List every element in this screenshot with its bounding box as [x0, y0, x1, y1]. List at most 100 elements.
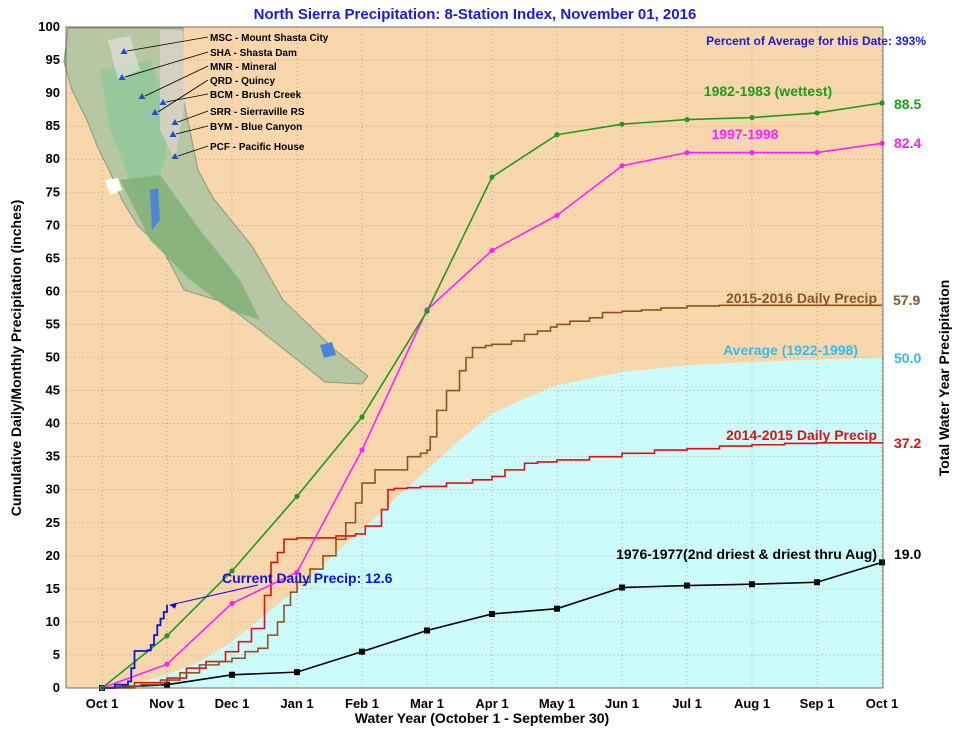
- station-markers: MSC - Mount Shasta City SHA - Shasta Dam M…: [118, 33, 329, 159]
- current-pointer-line: [170, 584, 259, 606]
- y-tick-label: 20: [46, 548, 60, 563]
- driest-point: [229, 671, 235, 678]
- station-leader-line: [177, 145, 209, 157]
- wettest-point: [879, 100, 885, 106]
- current-series-label: Current Daily Precip: 12.6: [222, 570, 393, 586]
- wettest-point: [749, 114, 755, 121]
- y2015_16-series-line: [102, 304, 882, 689]
- x-tick-label: May 1: [539, 696, 575, 711]
- y1997-point: [684, 149, 690, 156]
- station-leader-line: [177, 110, 209, 123]
- driest-series-label: 1976-1977(2nd driest & driest thru Aug): [616, 546, 877, 562]
- wettest-point: [489, 174, 495, 180]
- station-marker-sha: [118, 74, 126, 80]
- driest-point: [489, 610, 495, 617]
- y1997-point: [489, 247, 495, 254]
- y-tick-label: 25: [46, 515, 60, 530]
- station-marker-srr: [171, 119, 179, 125]
- labels-layer: 1982-1983 (wettest) 88.5 1997-1998 82.4 2015…: [169, 83, 921, 609]
- y2-axis-label: Total Water Year Precipitation: [936, 280, 952, 477]
- x-tick-label: Oct 1: [86, 696, 119, 711]
- driest-point: [164, 681, 170, 688]
- y1997-point: [359, 447, 365, 453]
- station-leader-line: [157, 79, 209, 113]
- x-tick-label: Jul 1: [672, 696, 702, 711]
- wettest-point: [229, 568, 235, 574]
- station-marker-qrd: [151, 109, 159, 115]
- wettest-point: [424, 308, 430, 314]
- x-tick-label: Nov 1: [149, 696, 184, 711]
- x-tick-label: Aug 1: [734, 696, 770, 711]
- station-leader-line: [165, 93, 209, 103]
- y1997-point: [554, 212, 560, 218]
- y-tick-label: 90: [46, 85, 60, 100]
- x-tick-label: Sep 1: [800, 696, 835, 711]
- station-marker-bcm: [159, 99, 167, 105]
- station-marker-pcf: [171, 153, 179, 159]
- y-tick-label: 85: [46, 118, 60, 133]
- current-pointer-arrowhead: [169, 602, 177, 609]
- driest-point: [879, 559, 885, 566]
- driest-point: [749, 581, 755, 588]
- driest-point: [424, 627, 430, 634]
- wettest-point: [359, 414, 365, 420]
- driest-point: [619, 584, 625, 591]
- y-tick-label: 10: [46, 614, 60, 629]
- y1997-series-label: 1997-1998: [712, 126, 779, 142]
- station-leader-line: [126, 36, 209, 52]
- driest-point: [554, 605, 560, 612]
- station-leader-line: [124, 51, 209, 78]
- y-tick-label: 60: [46, 283, 60, 298]
- x-tick-label: Jun 1: [605, 696, 639, 711]
- station-label-bym: BYM - Blue Canyon: [210, 122, 302, 133]
- station-label-srr: SRR - Sierraville RS: [210, 107, 305, 118]
- y-tick-label: 5: [53, 647, 60, 662]
- x-tick-label: Feb 1: [345, 696, 379, 711]
- station-label-qrd: QRD - Quincy: [210, 76, 275, 87]
- wettest-point: [684, 116, 690, 123]
- driest-point: [294, 669, 300, 676]
- x-tick-label: Oct 1: [866, 696, 899, 711]
- driest-point: [814, 579, 820, 586]
- station-label-pcf: PCF - Pacific House: [210, 142, 305, 153]
- y2014_15-series-line: [102, 441, 883, 689]
- y-tick-label: 50: [46, 350, 60, 365]
- y-tick-label: 100: [38, 19, 60, 34]
- station-label-msc: MSC - Mount Shasta City: [210, 33, 329, 44]
- station-leader-line: [175, 125, 209, 135]
- y1997-point: [229, 600, 235, 606]
- y1997-total-value: 82.4: [894, 135, 921, 151]
- y-tick-label: 65: [46, 250, 60, 265]
- current-series-line: [102, 604, 168, 689]
- y1997-point: [814, 149, 820, 156]
- driest-point: [359, 648, 365, 655]
- wettest-point: [164, 633, 170, 639]
- chart-title: North Sierra Precipitation: 8-Station In…: [254, 6, 697, 23]
- x-axis-label: Water Year (October 1 - September 30): [355, 710, 609, 726]
- y1997-point: [164, 661, 170, 667]
- y-tick-label: 75: [46, 184, 60, 199]
- wettest-point: [294, 493, 300, 499]
- y2015_16-series-label: 2015-2016 Daily Precip: [726, 290, 877, 306]
- average-total-value: 50.0: [894, 350, 921, 366]
- station-label-sha: SHA - Shasta Dam: [210, 48, 297, 59]
- california-map-inset: [63, 27, 369, 385]
- y-tick-label: 70: [46, 217, 60, 232]
- y2014_15-series-label: 2014-2015 Daily Precip: [726, 427, 877, 443]
- x-tick-label: Mar 1: [410, 696, 444, 711]
- x-tick-label: Jan 1: [280, 696, 313, 711]
- y-tick-label: 40: [46, 416, 60, 431]
- grid-lines: [66, 26, 883, 689]
- axis-ticks: 0 5 10 15 20 25 30 35 40 45 50 55 60 65 70 75 80 85 90 95 10…: [38, 19, 898, 711]
- y-tick-label: 45: [46, 383, 60, 398]
- y1997-point: [619, 163, 625, 169]
- y-tick-label: 95: [46, 52, 60, 67]
- average-area: [102, 357, 882, 688]
- station-label-bcm: BCM - Brush Creek: [210, 90, 302, 101]
- station-marker-bym: [169, 131, 177, 137]
- y2014_15-total-value: 37.2: [894, 435, 921, 451]
- y-tick-label: 55: [46, 316, 60, 331]
- average-series-label: Average (1922-1998): [723, 342, 858, 358]
- station-label-mnr: MNR - Mineral: [210, 62, 277, 73]
